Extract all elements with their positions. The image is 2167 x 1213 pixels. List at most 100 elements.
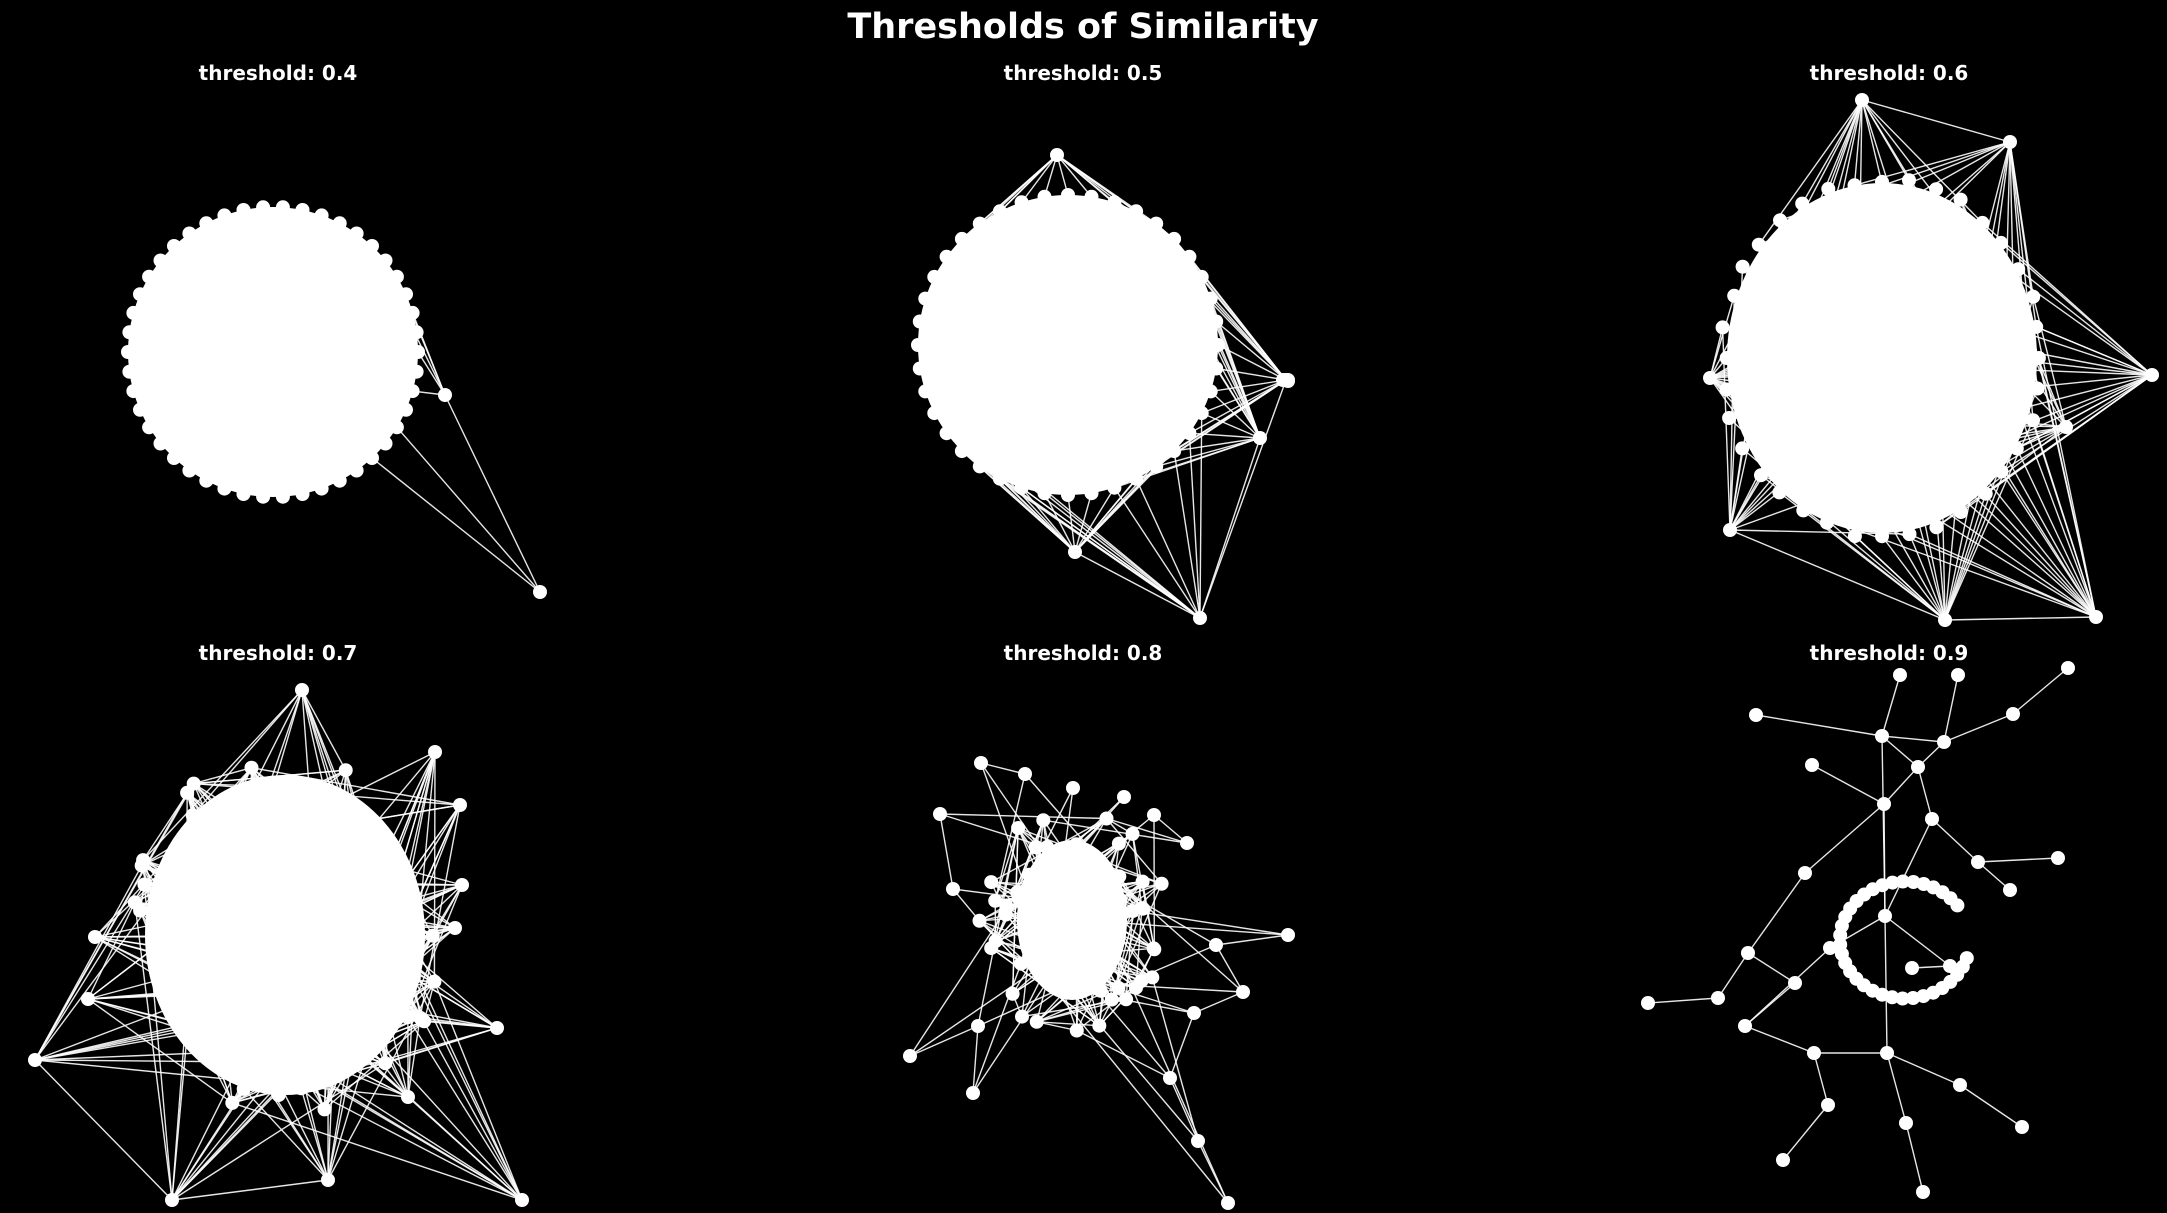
graph-edge	[2032, 296, 2067, 428]
graph-edge	[977, 987, 1063, 1027]
graph-node	[405, 384, 420, 399]
graph-node	[365, 239, 379, 253]
graph-edge	[210, 996, 329, 1181]
graph-node	[274, 1020, 288, 1034]
graph-edge	[419, 804, 461, 1018]
graph-edge	[87, 933, 330, 1000]
graph-node	[369, 1038, 383, 1053]
graph-edge	[142, 689, 303, 861]
graph-edge	[1935, 189, 1946, 621]
graph-node	[912, 314, 927, 329]
graph-edge	[1173, 437, 1261, 452]
dense-edge-core	[918, 195, 1218, 495]
graph-node	[167, 239, 181, 253]
graph-node	[1749, 708, 1763, 722]
graph-node	[1111, 836, 1126, 851]
graph-node	[1014, 480, 1029, 495]
graph-edge	[1827, 188, 2097, 618]
graph-edge	[909, 846, 1048, 1057]
graph-edge	[1043, 492, 1076, 553]
graph-node	[425, 928, 440, 943]
graph-node	[1925, 812, 1939, 826]
graph-node	[1741, 946, 1755, 960]
graph-node	[972, 459, 987, 474]
graph-edge	[327, 978, 369, 1181]
graph-edge	[939, 813, 954, 890]
graph-edge	[1046, 980, 1229, 1204]
graph-node	[1055, 981, 1069, 996]
graph-node	[1281, 928, 1295, 942]
graph-edge	[1741, 447, 1946, 621]
graph-edge	[134, 902, 173, 1201]
graph-edge	[1075, 967, 1171, 1079]
graph-node	[275, 200, 290, 215]
graph-node	[378, 1056, 393, 1071]
graph-node	[1994, 464, 2009, 479]
graph-edge	[1054, 886, 1088, 972]
graph-edge	[980, 762, 1137, 989]
panel-threshold-0-8: threshold: 0.8	[903, 641, 1295, 1210]
graph-edge	[194, 916, 329, 1181]
graph-node	[1902, 173, 1916, 188]
graph-node	[188, 909, 203, 924]
graph-node	[1084, 189, 1099, 204]
graph-edge	[979, 154, 1058, 225]
graph-node	[1163, 1071, 1177, 1085]
graph-node	[182, 226, 197, 241]
graph-node	[153, 436, 168, 451]
graph-node	[988, 893, 1003, 908]
graph-node	[1129, 204, 1144, 219]
graph-node	[1068, 545, 1082, 559]
graph-edge	[2035, 326, 2153, 376]
graph-node	[271, 1088, 286, 1103]
graph-edge	[1066, 880, 1143, 899]
graph-edge	[1758, 244, 2153, 376]
graph-edge	[1043, 819, 1188, 844]
panel-title: threshold: 0.4	[199, 61, 358, 85]
graph-edge	[243, 1088, 329, 1181]
graph-node	[1136, 901, 1150, 916]
graph-node	[287, 832, 302, 847]
graph-node	[81, 992, 95, 1006]
graph-node	[1182, 249, 1197, 264]
graph-node	[1113, 892, 1128, 907]
graph-edge	[1779, 219, 2097, 618]
graph-node	[409, 364, 424, 379]
graph-edge	[1826, 374, 2153, 524]
graph-edge	[1944, 269, 2019, 621]
graph-edge	[1755, 714, 1883, 737]
graph-edge	[1726, 388, 2067, 428]
graph-edge	[367, 751, 436, 933]
graph-edge	[1104, 843, 1120, 965]
graph-edge	[1113, 201, 1261, 439]
graph-node	[1036, 813, 1051, 828]
graph-node	[1807, 1046, 1821, 1060]
graph-node	[173, 871, 187, 886]
graph-edge	[2016, 448, 2097, 618]
graph-node	[1117, 790, 1131, 804]
panel-threshold-0-7: threshold: 0.7	[28, 641, 529, 1207]
graph-node	[992, 204, 1007, 219]
panel-title: threshold: 0.5	[1004, 61, 1163, 85]
graph-node	[1727, 288, 1742, 303]
graph-edge	[1881, 181, 2153, 376]
graph-node	[1877, 797, 1891, 811]
graph-edge	[1861, 99, 2037, 328]
graph-node	[2006, 707, 2020, 721]
graph-node	[28, 1053, 42, 1067]
graph-node	[1978, 486, 1993, 501]
graph-edge	[1056, 154, 1203, 278]
graph-node	[1014, 956, 1028, 971]
graph-node	[1191, 1134, 1205, 1148]
graph-node	[1037, 189, 1052, 204]
graph-node	[122, 364, 137, 379]
graph-edge	[1801, 99, 1863, 204]
graph-node	[1905, 961, 1919, 975]
graph-node	[1014, 195, 1029, 210]
graph-node	[137, 877, 152, 892]
graph-node	[133, 903, 148, 918]
graph-node	[1906, 991, 1921, 1005]
graph-node	[1180, 836, 1194, 850]
graph-edge	[34, 931, 369, 1061]
graph-node	[155, 959, 170, 974]
